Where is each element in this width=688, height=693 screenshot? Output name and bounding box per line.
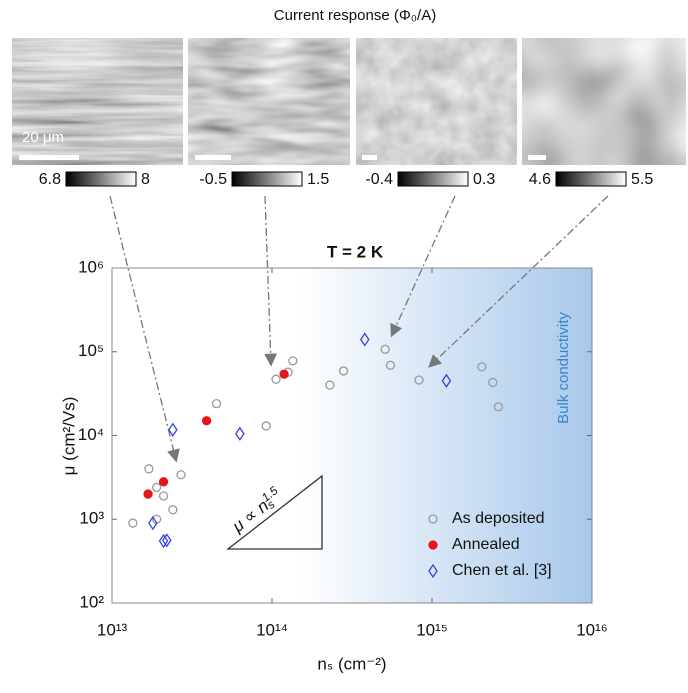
x-tick-label: 10¹⁴ (256, 620, 288, 639)
colorbar-min: 4.6 (529, 171, 551, 188)
circle-marker (428, 514, 438, 524)
colorbar (65, 171, 137, 187)
plot-frame (111, 267, 593, 604)
y-tick-label: 10² (79, 592, 104, 611)
legend-label: Chen et al. [3] (452, 562, 552, 579)
x-tick-label: 10¹⁵ (416, 620, 448, 639)
diamond-marker (359, 332, 370, 347)
colorbar (397, 171, 469, 187)
colorbar (231, 171, 303, 187)
scale-bar (528, 155, 546, 160)
diamond-marker (158, 533, 169, 549)
bulk-region (300, 268, 592, 603)
y-tick-label: 10⁴ (78, 425, 104, 444)
image-panel (187, 37, 351, 166)
colorbar (555, 171, 627, 187)
circle-marker (168, 505, 178, 515)
arrow (264, 195, 278, 367)
circle-marker (271, 374, 281, 384)
diamond-marker (428, 563, 438, 579)
circle-marker (279, 369, 289, 379)
x-axis-label: nₛ (cm⁻²) (317, 654, 386, 673)
diamond-marker (168, 422, 178, 437)
circle-marker (380, 344, 390, 354)
scale-bar (362, 155, 377, 160)
arrow (390, 195, 456, 338)
plot: 10¹³ 10¹⁴ 10¹⁵ 10¹⁶ 10² 10³ 10⁴ 10⁵ 10⁶ As deposi… (78, 257, 608, 639)
panel-title: Current response (Φ₀/A) (274, 7, 436, 24)
legend-label: As deposited (452, 510, 545, 527)
y-tick-label: 10⁵ (78, 341, 104, 360)
arrow (109, 195, 180, 463)
colorbar-max: 8 (141, 171, 150, 188)
diamond-marker (162, 533, 172, 548)
x-tick-label: 10¹⁶ (576, 620, 608, 639)
diamond-marker (235, 426, 245, 441)
slope-triangle (226, 474, 323, 550)
diamond-marker (441, 373, 452, 388)
scale-bar (19, 155, 79, 160)
circle-marker (128, 518, 138, 528)
circle-marker (385, 360, 396, 370)
circle-marker (288, 356, 298, 366)
chart-title: T = 2 K (327, 242, 384, 261)
colorbars: 6.8 8 -0.5 1.5 -0.4 0.3 4.6 5.5 (39, 171, 654, 188)
circle-marker (144, 464, 154, 474)
circle-marker (428, 540, 438, 550)
circle-marker (488, 377, 498, 388)
circle-marker (261, 421, 271, 431)
image-panel (355, 37, 518, 166)
colorbar-max: 1.5 (307, 171, 329, 188)
colorbar-min: 6.8 (39, 171, 61, 188)
image-panel (521, 37, 687, 166)
circle-marker (151, 482, 162, 493)
colorbar-min: -0.5 (199, 171, 227, 188)
y-axis-label: μ (cm²/Vs) (59, 397, 78, 476)
y-tick-label: 10³ (79, 509, 104, 528)
scale-bar (195, 155, 231, 160)
colorbar-max: 0.3 (473, 171, 495, 188)
circle-marker (158, 477, 169, 487)
legend-label: Annealed (452, 536, 520, 553)
circle-marker (414, 375, 424, 385)
region-label: Bulk conductivity (555, 312, 572, 424)
x-tick-label: 10¹³ (97, 620, 128, 639)
arrows (109, 195, 609, 463)
image-panel (11, 37, 184, 166)
circle-marker (201, 416, 212, 426)
circle-marker (176, 470, 186, 480)
scale-label: 20 μm (22, 129, 64, 146)
circle-marker (158, 491, 169, 501)
colorbar-max: 5.5 (631, 171, 653, 188)
circle-marker (211, 399, 222, 409)
circle-marker (493, 402, 504, 412)
circle-marker (325, 380, 335, 390)
image-panels: 20 μm (11, 37, 687, 166)
arrow (428, 195, 609, 368)
circle-marker (143, 489, 153, 499)
circle-marker (477, 362, 487, 372)
colorbar-min: -0.4 (365, 171, 393, 188)
circle-marker (338, 366, 349, 376)
diamond-marker (148, 515, 158, 531)
y-tick-label: 10⁶ (78, 257, 104, 276)
